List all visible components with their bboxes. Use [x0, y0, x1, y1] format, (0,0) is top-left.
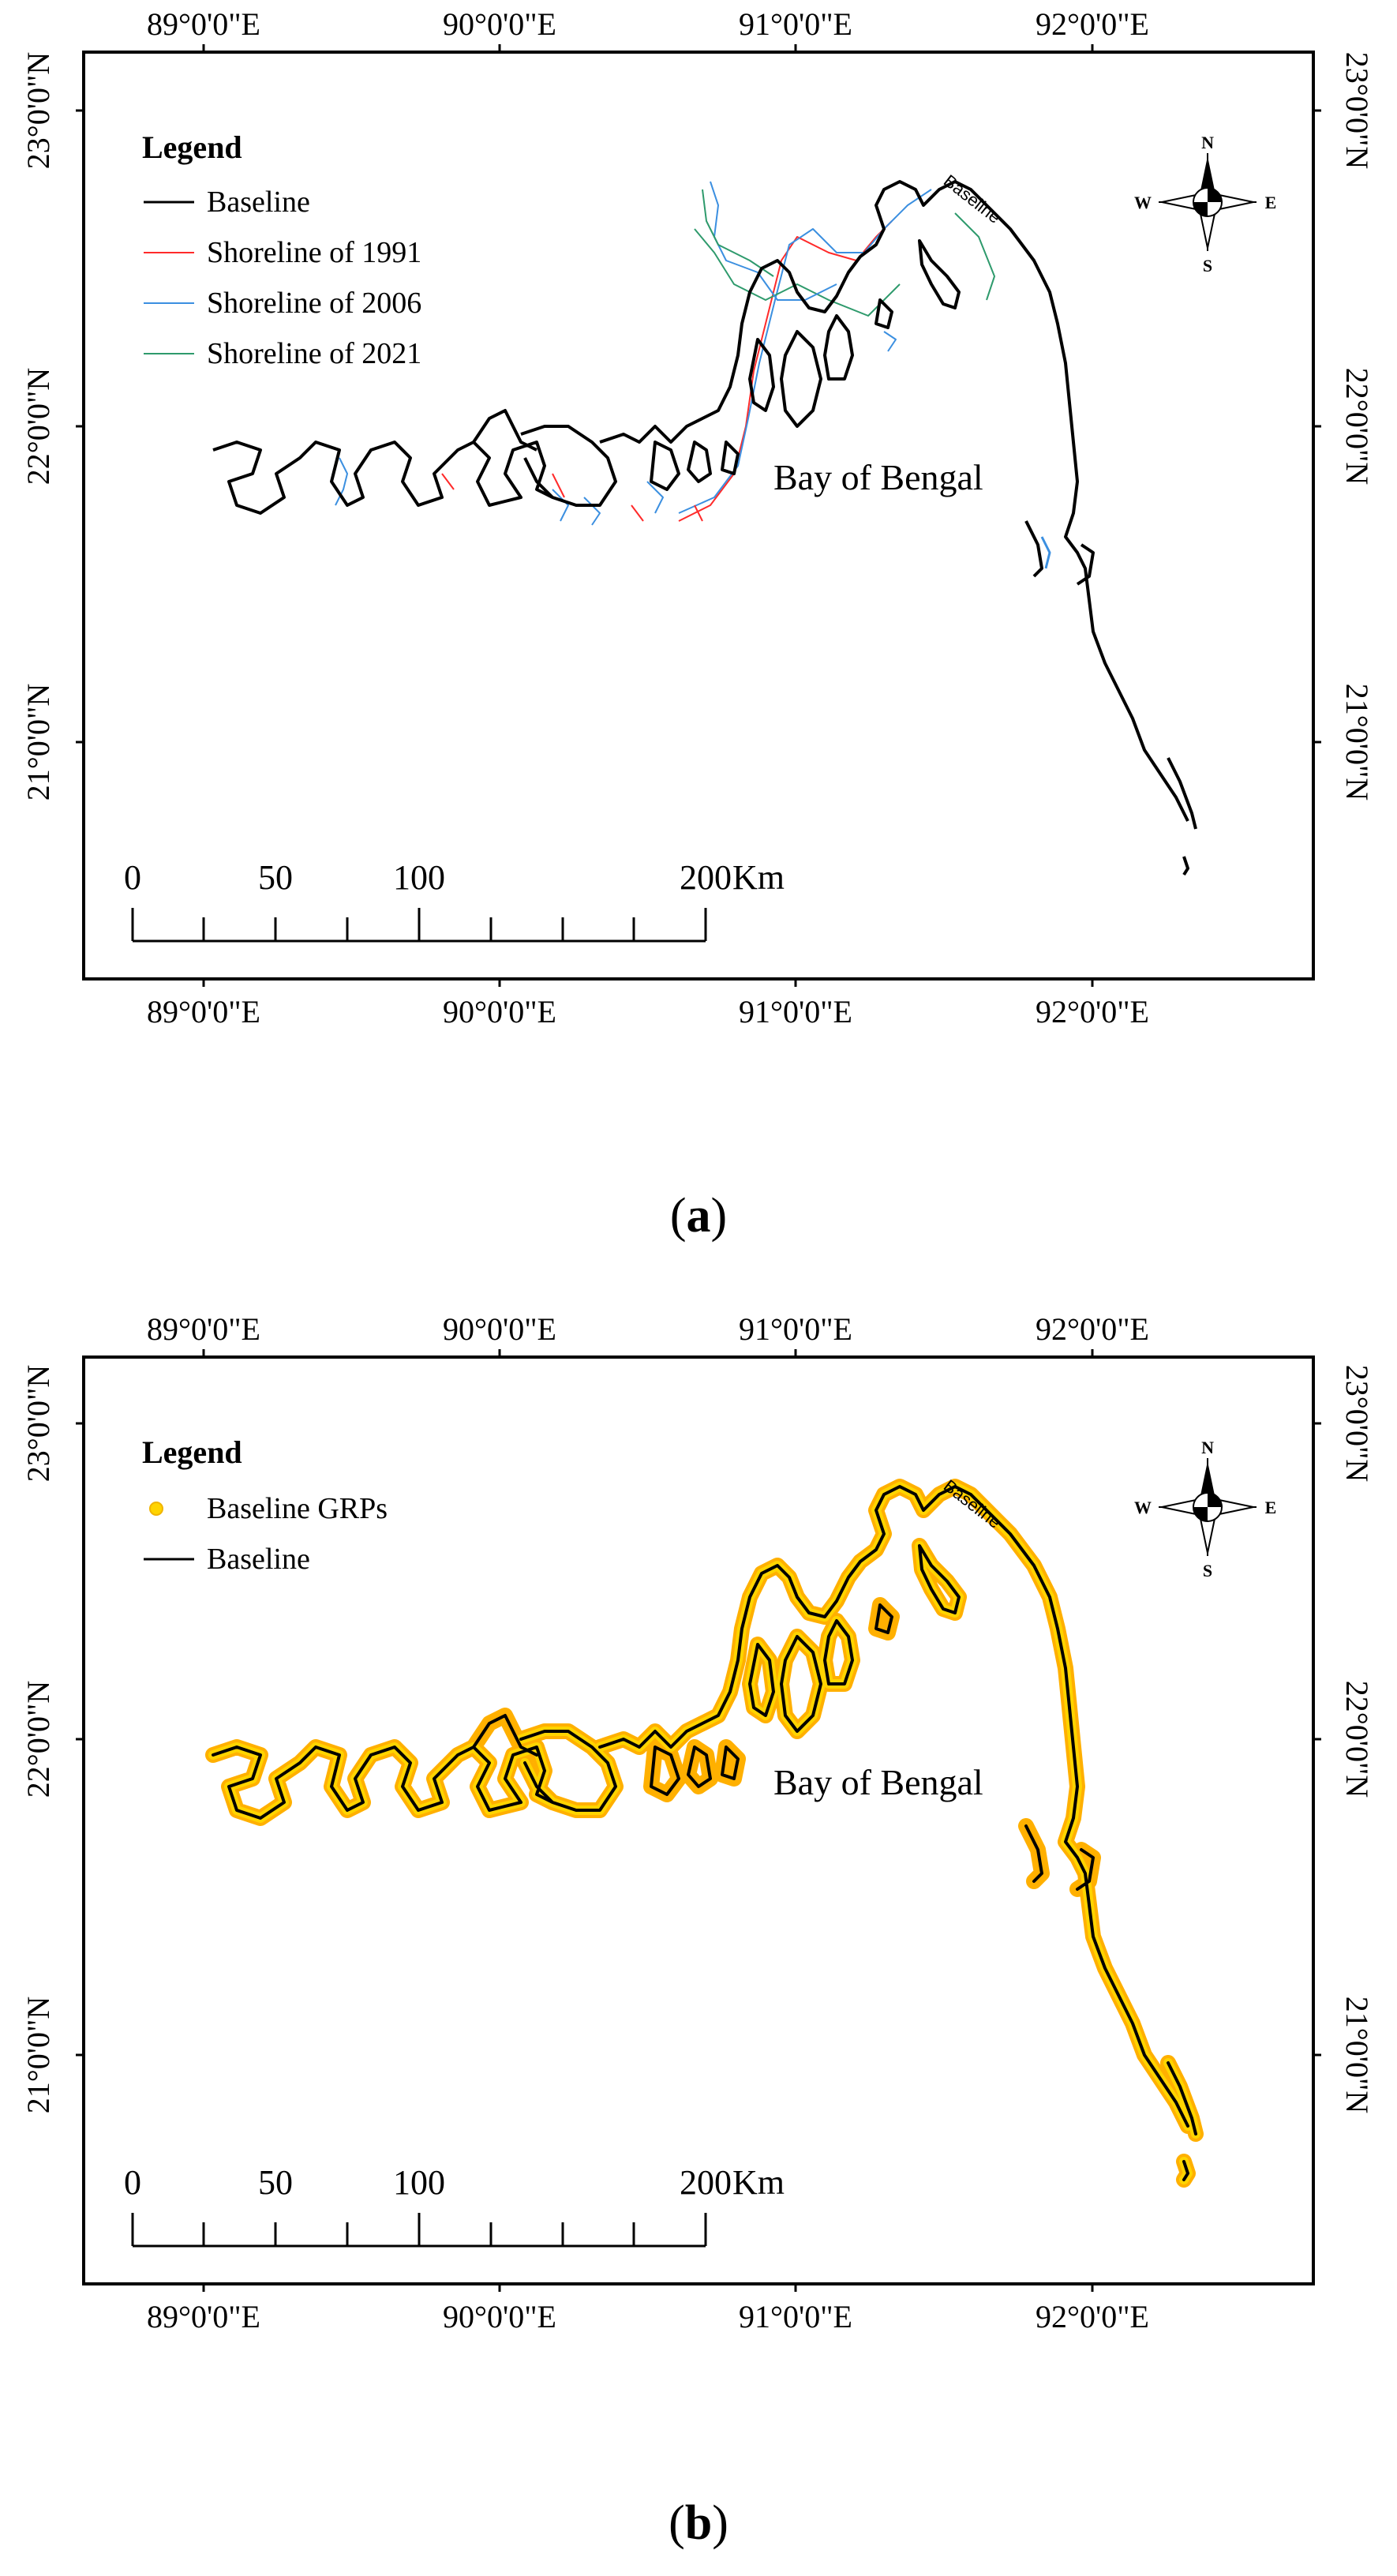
legend-item-baseline: Baseline	[207, 186, 310, 219]
left-tick-label: 21°0'0"N	[21, 684, 56, 801]
legend-title: Legend	[142, 129, 242, 165]
bottom-tick-label: 90°0'0"E	[443, 994, 556, 1029]
scale-label: 50	[258, 858, 293, 897]
coastline-map-a	[212, 180, 1197, 876]
top-tick-label: 91°0'0"E	[739, 6, 852, 42]
right-tick-label: 21°0'0"N	[1339, 1997, 1375, 2113]
left-tick-label: 23°0'0"N	[21, 1365, 56, 1482]
scale-label: 100	[393, 2163, 445, 2202]
scale-unit: Km	[732, 858, 785, 897]
scale-label: 100	[393, 858, 445, 897]
top-tick-label: 89°0'0"E	[147, 1311, 260, 1347]
bottom-tick-label: 89°0'0"E	[147, 994, 260, 1029]
compass-s: S	[1203, 256, 1212, 276]
compass-w: W	[1134, 1498, 1152, 1517]
top-tick-label: 92°0'0"E	[1036, 6, 1149, 42]
map-frame	[82, 1355, 1315, 2285]
caption-b-letter: b	[684, 2496, 713, 2550]
compass-n: N	[1201, 133, 1214, 152]
baseline-coastline	[212, 180, 1197, 876]
scale-label: 50	[258, 2163, 293, 2202]
coastline-map-b	[205, 1479, 1204, 2188]
scale-label: 200	[680, 2163, 732, 2202]
left-tick-label: 21°0'0"N	[21, 1997, 56, 2113]
map-a-svg: 89°0'0"E 90°0'0"E 91°0'0"E 92°0'0"E 89°0…	[21, 6, 1375, 1029]
legend-title: Legend	[142, 1434, 242, 1470]
legend-item-grps: Baseline GRPs	[207, 1492, 388, 1525]
baseline-tag: Baseline	[940, 1475, 1005, 1532]
left-tick-label: 22°0'0"N	[21, 368, 56, 485]
right-tick-label: 21°0'0"N	[1339, 684, 1375, 801]
frame-ticks	[76, 44, 1321, 987]
top-tick-label: 89°0'0"E	[147, 6, 260, 42]
top-tick-label: 90°0'0"E	[443, 1311, 556, 1347]
top-tick-label: 91°0'0"E	[739, 1311, 852, 1347]
legend-item-2006: Shoreline of 2006	[207, 287, 421, 320]
legend: Legend Baseline Shoreline of 1991 Shorel…	[142, 129, 421, 370]
map-panel-b: 89°0'0"E 90°0'0"E 91°0'0"E 92°0'0"E 89°0…	[0, 1288, 1397, 2576]
caption-a-letter: a	[686, 1189, 711, 1243]
legend-item-1991: Shoreline of 1991	[207, 236, 421, 269]
left-tick-label: 22°0'0"N	[21, 1681, 56, 1798]
legend-item-2021: Shoreline of 2021	[207, 337, 421, 370]
compass-e: E	[1265, 193, 1277, 212]
map-b-svg: 89°0'0"E 90°0'0"E 91°0'0"E 92°0'0"E 89°0…	[21, 1311, 1375, 2334]
top-tick-label: 90°0'0"E	[443, 6, 556, 42]
right-tick-label: 23°0'0"N	[1339, 1365, 1375, 1482]
right-tick-label: 23°0'0"N	[1339, 52, 1375, 169]
bottom-tick-label: 92°0'0"E	[1036, 2299, 1149, 2334]
compass-w: W	[1134, 193, 1152, 212]
scale-bar: 0 50 100 200 Km	[124, 2163, 785, 2248]
scale-label: 200	[680, 858, 732, 897]
scale-label: 0	[124, 858, 141, 897]
baseline-coastline	[212, 1485, 1197, 2181]
frame-ticks	[76, 1349, 1321, 2292]
grps-inner	[208, 1482, 1200, 2184]
map-frame	[82, 51, 1315, 981]
compass-e: E	[1265, 1498, 1277, 1517]
north-arrow-icon: N S E W	[1134, 1438, 1276, 1580]
legend-item-baseline: Baseline	[207, 1543, 310, 1576]
legend-swatch-grps	[149, 1502, 163, 1516]
map-panel-a: 89°0'0"E 90°0'0"E 91°0'0"E 92°0'0"E 89°0…	[21, 6, 1375, 1243]
bottom-tick-label: 92°0'0"E	[1036, 994, 1149, 1029]
right-tick-label: 22°0'0"N	[1339, 368, 1375, 485]
scale-label: 0	[124, 2163, 141, 2202]
compass-s: S	[1203, 1561, 1212, 1580]
top-tick-label: 92°0'0"E	[1036, 1311, 1149, 1347]
bottom-tick-label: 91°0'0"E	[739, 994, 852, 1029]
shoreline-2021	[694, 228, 901, 317]
bay-of-bengal-label: Bay of Bengal	[773, 1762, 983, 1802]
bay-of-bengal-label: Bay of Bengal	[773, 457, 983, 497]
bottom-tick-label: 89°0'0"E	[147, 2299, 260, 2334]
legend: Legend Baseline GRPs Baseline	[142, 1434, 388, 1576]
caption-a: (a)	[669, 1189, 728, 1243]
scale-bar: 0 50 100 200 Km	[124, 858, 785, 943]
bottom-tick-label: 91°0'0"E	[739, 2299, 852, 2334]
compass-n: N	[1201, 1438, 1214, 1457]
caption-b: (b)	[669, 2496, 728, 2550]
north-arrow-icon: N S E W	[1134, 133, 1276, 276]
baseline-tag: Baseline	[940, 171, 1005, 227]
bottom-tick-label: 90°0'0"E	[443, 2299, 556, 2334]
right-tick-label: 22°0'0"N	[1339, 1681, 1375, 1798]
scale-unit: Km	[732, 2163, 785, 2202]
left-tick-label: 23°0'0"N	[21, 52, 56, 169]
